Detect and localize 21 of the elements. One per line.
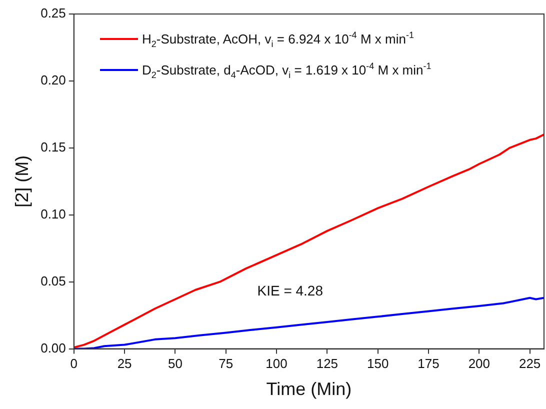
- x-tick-label: 225: [518, 356, 541, 372]
- text: D$_{2}$-Substrate, d$_{4}$-AcOD, v$_{i}$ = 1.619 x 10$^{-4}$ M x min$^{-1}$: [142, 60, 432, 80]
- x-tick-label: 200: [468, 356, 490, 372]
- x-axis-title: Time (Min): [266, 379, 352, 400]
- x-tick-label: 100: [266, 356, 288, 372]
- x-tick-label: 125: [316, 356, 338, 372]
- x-tick-label: 150: [366, 356, 389, 372]
- y-tick-label: 0.25: [40, 6, 66, 21]
- x-tick-label: 75: [218, 356, 234, 372]
- y-tick-label: 0.20: [40, 72, 66, 88]
- y-tick-label: 0.05: [40, 273, 66, 288]
- y-tick-label: 0.00: [40, 340, 66, 356]
- annotation: KIE = 4.28: [257, 282, 324, 299]
- y-tick-label: 0.15: [40, 140, 66, 154]
- legend-label: H$_{2}$-Substrate, AcOH, v$_{i}$ = 6.924 x 10$^{-4}$ M x min$^{-1}$: [142, 29, 414, 51]
- x-tick-label: 0: [70, 356, 78, 372]
- x-tick-label: 175: [418, 356, 440, 372]
- x-tick-label: 50: [168, 356, 182, 372]
- x-tick-label: 25: [117, 356, 132, 372]
- y-tick-label: 0.10: [40, 206, 66, 222]
- y-axis-title: [2] (M): [12, 155, 32, 208]
